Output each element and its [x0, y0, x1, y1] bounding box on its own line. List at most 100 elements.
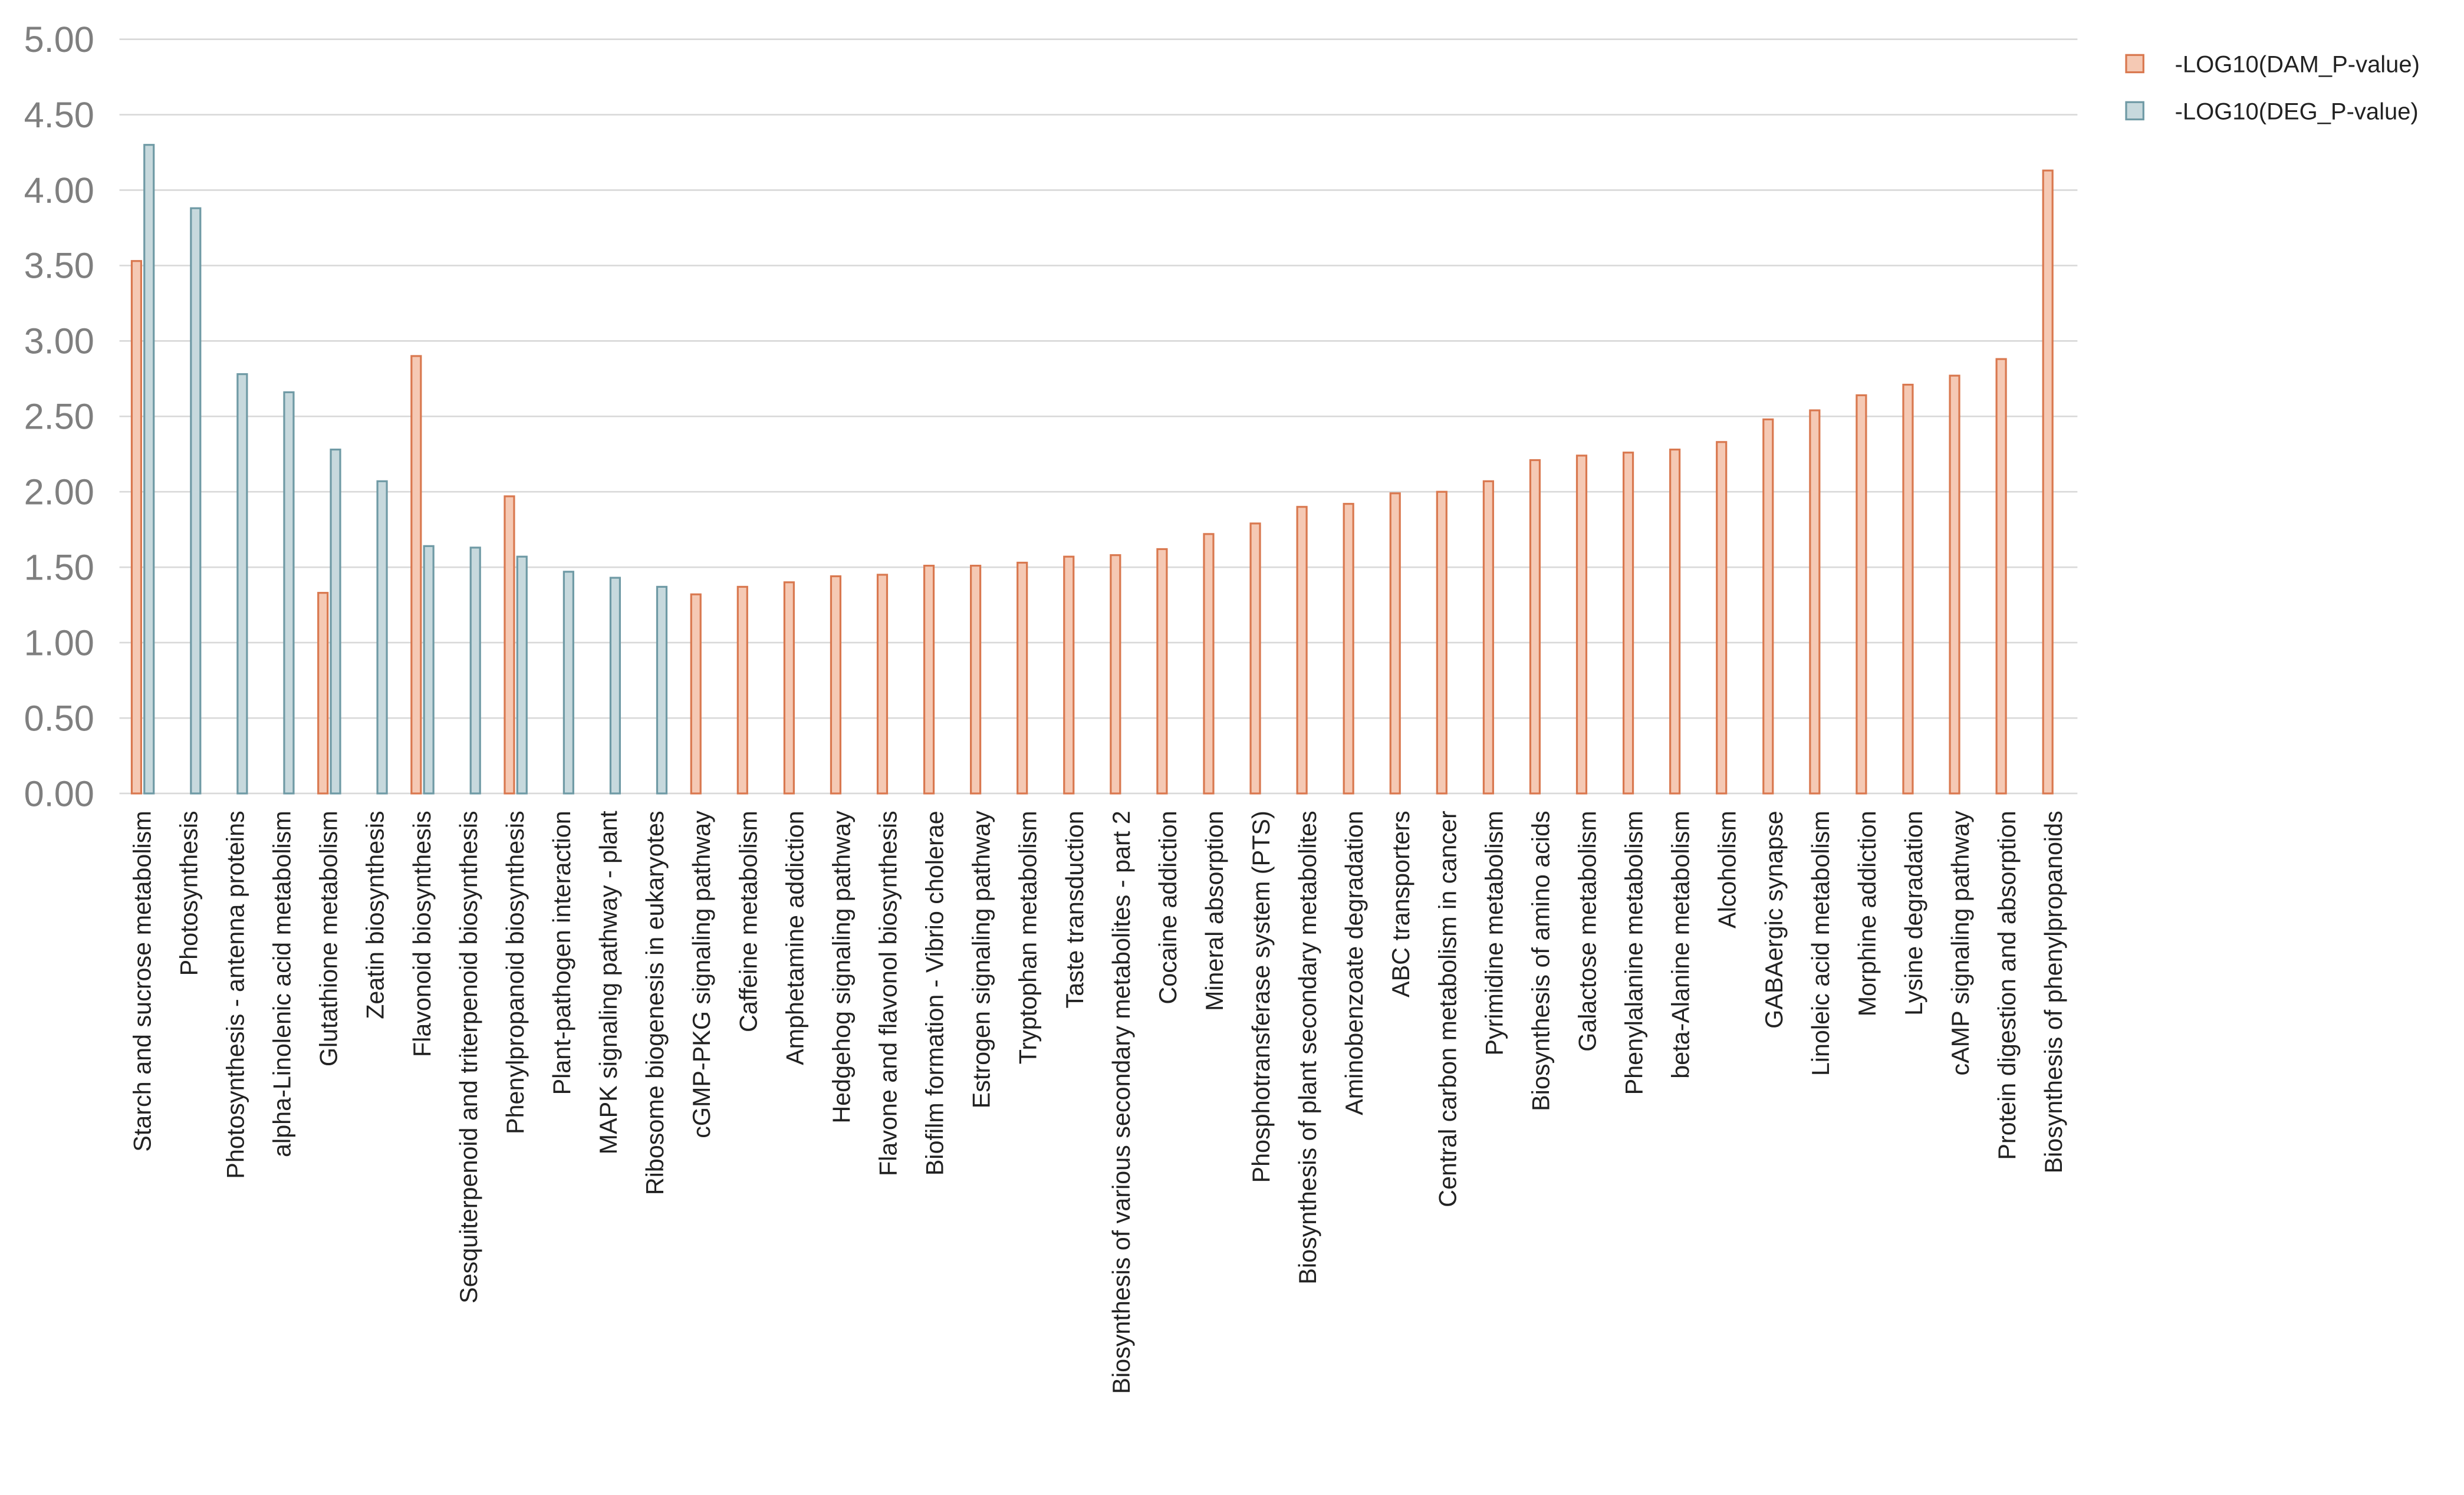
x-tick-label: Caffeine metabolism	[735, 811, 762, 1032]
bar	[376, 480, 388, 795]
bar	[1902, 383, 1914, 795]
y-tick-label: 0.50	[24, 698, 94, 738]
bar	[1436, 490, 1448, 795]
x-tick-label: Sesquiterpenoid and triterpenoid biosynt…	[455, 811, 482, 1303]
bar	[1156, 548, 1168, 795]
x-tick-label: Cocaine addiction	[1154, 811, 1182, 1004]
bar	[830, 575, 842, 795]
bar	[330, 448, 341, 795]
bar	[1949, 374, 1960, 795]
x-tick-label: cAMP signaling pathway	[1947, 811, 1974, 1076]
x-tick-label: Biofilm formation - Vibrio cholerae	[922, 811, 949, 1175]
bar	[469, 546, 481, 795]
bar	[1575, 455, 1588, 795]
bar	[1249, 522, 1261, 795]
x-tick-label: Morphine addiction	[1854, 811, 1881, 1016]
bar	[609, 577, 621, 795]
bar	[130, 260, 143, 795]
x-tick-label: Phenylalanine metabolism	[1621, 811, 1648, 1095]
bar	[656, 585, 668, 795]
x-tick-label: MAPK signaling pathway - plant	[595, 811, 622, 1155]
bar	[1669, 448, 1681, 795]
bar	[504, 495, 515, 795]
y-tick-label: 1.50	[24, 547, 94, 587]
y-tick-label: 2.50	[24, 397, 94, 437]
bar	[1716, 441, 1728, 795]
bar	[1622, 452, 1634, 795]
x-tick-label: Biosynthesis of phenylpropanoids	[2040, 811, 2067, 1173]
x-tick-label: Biosynthesis of amino acids	[1527, 811, 1554, 1111]
x-tick-label: Estrogen signaling pathway	[968, 811, 995, 1108]
bar	[1529, 459, 1541, 795]
x-tick-label: ABC transporters	[1387, 811, 1414, 997]
x-tick-label: Pyrimidine metabolism	[1481, 811, 1508, 1055]
y-tick-label: 3.50	[24, 246, 94, 286]
bar	[876, 574, 889, 795]
x-tick-label: Glutathione metabolism	[315, 811, 343, 1066]
x-tick-label: alpha-Linolenic acid metabolism	[269, 811, 296, 1157]
bar	[1110, 554, 1121, 795]
x-tick-label: Biosynthesis of various secondary metabo…	[1108, 811, 1135, 1394]
x-tick-label: Taste transduction	[1061, 811, 1088, 1008]
bar	[1389, 492, 1401, 795]
x-tick-label: Aminobenzoate degradation	[1341, 811, 1368, 1115]
bar	[736, 585, 748, 795]
bar	[1203, 533, 1215, 795]
bar	[236, 373, 248, 795]
bar	[190, 207, 202, 795]
bar	[1995, 358, 2007, 795]
bar	[283, 391, 295, 795]
x-tick-label: Photosynthesis - antenna proteins	[222, 811, 249, 1178]
x-tick-label: Flavone and flavonol biosynthesis	[874, 811, 902, 1176]
x-tick-label: Photosynthesis	[175, 811, 202, 976]
x-tick-label: Hedgehog signaling pathway	[828, 811, 855, 1124]
x-tick-label: Mineral absorption	[1201, 811, 1228, 1011]
bar	[1809, 409, 1821, 795]
bar	[1016, 561, 1028, 795]
bar	[1343, 503, 1354, 795]
bar	[1063, 555, 1075, 795]
bar	[1482, 480, 1494, 795]
bar	[690, 593, 702, 795]
x-tick-label: Linoleic acid metabolism	[1807, 811, 1834, 1076]
legend-swatch	[2125, 101, 2144, 121]
y-tick-label: 5.00	[24, 19, 94, 60]
y-tick-label: 4.50	[24, 95, 94, 135]
x-tick-label: Zeatin biosynthesis	[362, 811, 389, 1019]
x-tick-label: cGMP-PKG signaling pathway	[688, 811, 715, 1138]
bar	[516, 555, 528, 795]
x-tick-label: Alcoholism	[1714, 811, 1741, 928]
bar	[970, 565, 982, 795]
legend-label: -LOG10(DAM_P-value)	[2175, 52, 2420, 78]
x-tick-label: Biosynthesis of plant secondary metaboli…	[1294, 811, 1321, 1284]
y-tick-label: 2.00	[24, 472, 94, 512]
x-tick-label: Protein digestion and absorption	[1993, 811, 2021, 1160]
x-tick-label: Phosphotransferase system (PTS)	[1248, 811, 1275, 1183]
bar	[1296, 506, 1308, 795]
bar	[783, 581, 795, 795]
x-tick-label: beta-Alanine metabolism	[1667, 811, 1695, 1079]
x-tick-label: Lysine degradation	[1900, 811, 1927, 1015]
y-tick-label: 0.00	[24, 773, 94, 814]
x-tick-label: Ribosome biogenesis in eukaryotes	[642, 811, 669, 1195]
x-tick-label: Flavonoid biosynthesis	[409, 811, 436, 1057]
bar	[562, 571, 574, 795]
x-tick-label: Amphetamine addiction	[781, 811, 808, 1065]
legend-swatch	[2125, 54, 2144, 74]
x-tick-label: Tryptophan metabolism	[1015, 811, 1042, 1064]
y-tick-label: 1.00	[24, 623, 94, 663]
x-tick-label: Plant-pathogen interaction	[548, 811, 575, 1095]
bar	[423, 545, 435, 795]
x-tick-label: Central carbon metabolism in cancer	[1434, 811, 1461, 1207]
bar	[1762, 418, 1774, 795]
bar	[143, 144, 155, 795]
y-tick-label: 3.00	[24, 321, 94, 361]
x-tick-label: Phenylpropanoid biosynthesis	[502, 811, 529, 1134]
x-tick-label: Starch and sucrose metabolism	[129, 811, 156, 1151]
y-tick-label: 4.00	[24, 170, 94, 210]
bar	[1856, 394, 1867, 795]
bar	[410, 355, 422, 795]
bar	[317, 592, 329, 795]
x-tick-label: Galactose metabolism	[1574, 811, 1601, 1052]
